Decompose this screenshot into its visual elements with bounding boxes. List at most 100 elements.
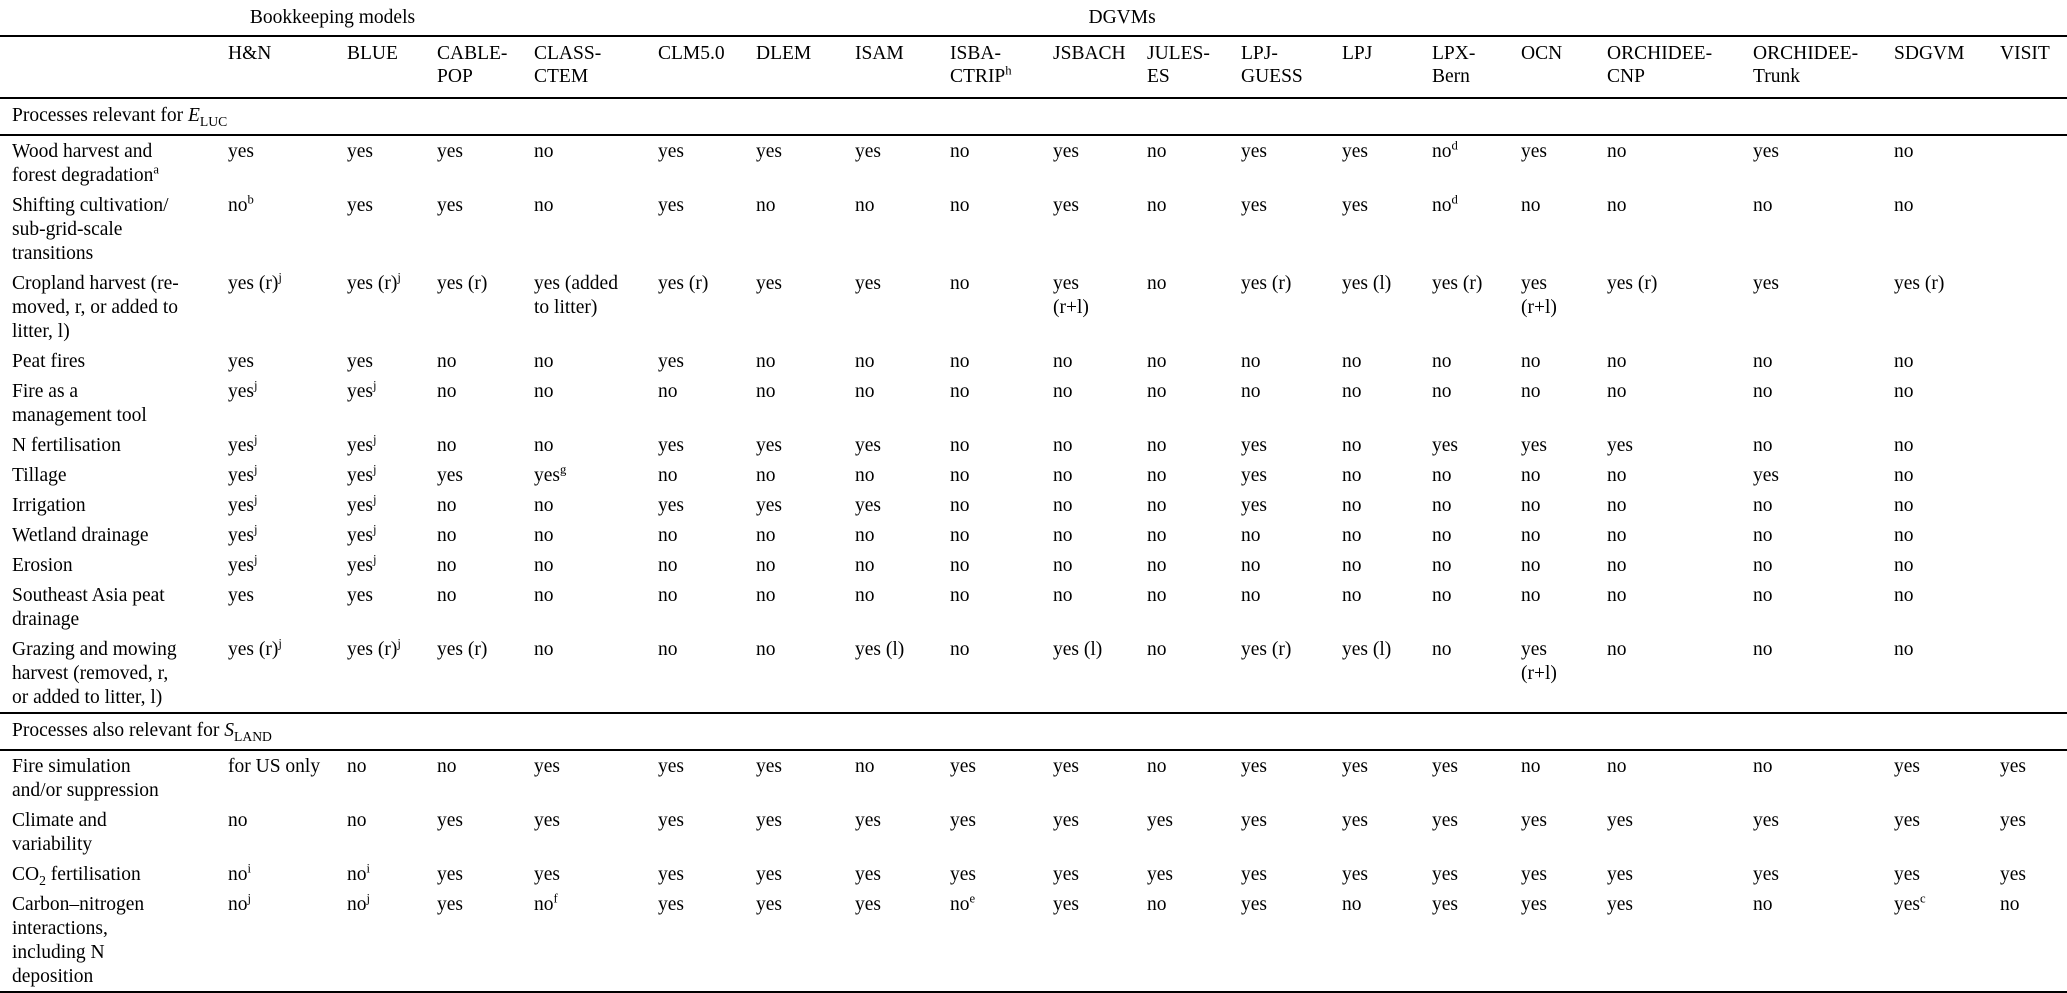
table-row: Cropland harvest (re-moved, r, or added … bbox=[0, 268, 2067, 346]
table-cell: no bbox=[1053, 465, 1073, 486]
table-cell: no bbox=[437, 435, 457, 456]
table-cell: no bbox=[437, 381, 457, 402]
row-label: Tillage bbox=[12, 465, 67, 486]
table-row: Irrigation yesj yesj no no yes yes yes no no no yes… bbox=[0, 490, 2067, 520]
table-cell: no bbox=[1342, 525, 1362, 546]
table-cell: no bbox=[1147, 195, 1167, 216]
table-cell: yes bbox=[1053, 810, 1080, 831]
table-cell: no bbox=[2000, 894, 2020, 915]
table-cell: no bbox=[756, 381, 776, 402]
table-cell: no bbox=[534, 495, 554, 516]
table-cell: no bbox=[1753, 381, 1773, 402]
table-cell: noe bbox=[950, 891, 976, 915]
table-cell: no bbox=[950, 141, 970, 162]
column-header-14: ORCHIDEE- CNP bbox=[1607, 36, 1754, 99]
table-cell: yes bbox=[1894, 756, 1921, 777]
table-cell: yesj bbox=[228, 432, 258, 456]
table-cell: yes (r) bbox=[1607, 273, 1658, 294]
table-cell: yes bbox=[228, 351, 254, 372]
table-cell: yes bbox=[1342, 864, 1369, 885]
table-cell: yes (l) bbox=[1053, 639, 1103, 660]
table-cell: no bbox=[1342, 435, 1362, 456]
row-label: Grazing and mowing harvest (removed, r, or… bbox=[12, 639, 177, 708]
row-label: Southeast Asia peat drainage bbox=[12, 585, 165, 630]
table-cell: yes (r+l) bbox=[1521, 639, 1557, 684]
table-cell: yes bbox=[347, 585, 373, 606]
table-cell: no bbox=[1607, 465, 1627, 486]
table-cell: no bbox=[1607, 495, 1627, 516]
table-cell: no bbox=[1342, 381, 1362, 402]
table-cell: no bbox=[1241, 381, 1261, 402]
table-cell: no bbox=[658, 555, 678, 576]
table-cell: yes (r+l) bbox=[1053, 273, 1089, 318]
table-cell: no bbox=[1432, 351, 1452, 372]
table-cell: no bbox=[1432, 585, 1452, 606]
row-label: Climate and variability bbox=[12, 810, 107, 855]
table-cell: yes (r) bbox=[1241, 273, 1292, 294]
table-cell: nob bbox=[228, 192, 254, 216]
table-row: Climate and variability no no yes yes yes yes ye… bbox=[0, 805, 2067, 859]
table-cell: no bbox=[1053, 435, 1073, 456]
table-cell: yes bbox=[1753, 864, 1780, 885]
column-header-11: LPJ bbox=[1342, 36, 1433, 99]
table-cell: yes bbox=[1521, 894, 1548, 915]
table-cell: noj bbox=[347, 891, 371, 915]
table-cell: yes (r) bbox=[1432, 273, 1483, 294]
table-cell: no bbox=[1342, 465, 1362, 486]
table-cell: yes bbox=[1432, 810, 1459, 831]
table-cell: no bbox=[437, 351, 457, 372]
table-cell: yesj bbox=[347, 378, 377, 402]
table-cell: no bbox=[1342, 351, 1362, 372]
table-cell: yes bbox=[756, 435, 783, 456]
table-cell: no bbox=[950, 495, 970, 516]
table-cell: no bbox=[1753, 351, 1773, 372]
table-cell: no bbox=[1147, 894, 1167, 915]
table-cell: no bbox=[534, 351, 554, 372]
table-cell: yesj bbox=[347, 552, 377, 576]
table-cell: yes bbox=[855, 273, 882, 294]
table-cell: no bbox=[1053, 555, 1073, 576]
table-head: Bookkeeping models DGVMs H&N BLUE CABLE- POP C… bbox=[0, 0, 2067, 99]
table-cell: yes bbox=[855, 141, 882, 162]
table-cell: no bbox=[1241, 585, 1261, 606]
table-cell: yesj bbox=[347, 432, 377, 456]
table-cell: yes bbox=[2000, 756, 2027, 777]
table-cell: no bbox=[1753, 525, 1773, 546]
table-cell: yes bbox=[1521, 864, 1548, 885]
table-cell: yesj bbox=[228, 492, 258, 516]
table-cell: no bbox=[1753, 555, 1773, 576]
table-cell: yes bbox=[437, 894, 464, 915]
table-cell: no bbox=[1753, 639, 1773, 660]
table-row: Wood harvest and forest degradationa yes ye… bbox=[0, 135, 2067, 190]
table-cell: no bbox=[1147, 351, 1167, 372]
column-header-4: CLM5.0 bbox=[658, 36, 757, 99]
table-cell: yes bbox=[658, 495, 685, 516]
column-header-13: OCN bbox=[1521, 36, 1608, 99]
row-label: Cropland harvest (re-moved, r, or added … bbox=[12, 273, 179, 342]
table-cell: yes bbox=[1432, 864, 1459, 885]
table-cell: no bbox=[1147, 585, 1167, 606]
table-cell: no bbox=[1894, 141, 1914, 162]
table-cell: no bbox=[1053, 351, 1073, 372]
table-cell: no bbox=[1607, 756, 1627, 777]
table-cell: no bbox=[1894, 465, 1914, 486]
table-cell: no bbox=[1147, 273, 1167, 294]
table-cell: yes bbox=[1753, 141, 1780, 162]
table-cell: no bbox=[1432, 465, 1452, 486]
table-cell bbox=[2000, 580, 2067, 634]
table-cell: no bbox=[1053, 525, 1073, 546]
table-cell: no bbox=[658, 381, 678, 402]
table-row: Shifting cultivation/sub-grid-scale trans… bbox=[0, 190, 2067, 268]
table-cell: no bbox=[1521, 351, 1541, 372]
table-cell: yes bbox=[1241, 195, 1268, 216]
row-label: Wetland drainage bbox=[12, 525, 149, 546]
table-cell: yes bbox=[756, 864, 783, 885]
table-cell: yes bbox=[855, 495, 882, 516]
column-header-3: CLASS- CTEM bbox=[534, 36, 659, 99]
table-cell: no bbox=[1894, 639, 1914, 660]
table-cell: no bbox=[1894, 525, 1914, 546]
table-row: Southeast Asia peat drainage yes yes no no no n… bbox=[0, 580, 2067, 634]
table-cell: no bbox=[534, 141, 554, 162]
table-cell: no bbox=[1342, 894, 1362, 915]
